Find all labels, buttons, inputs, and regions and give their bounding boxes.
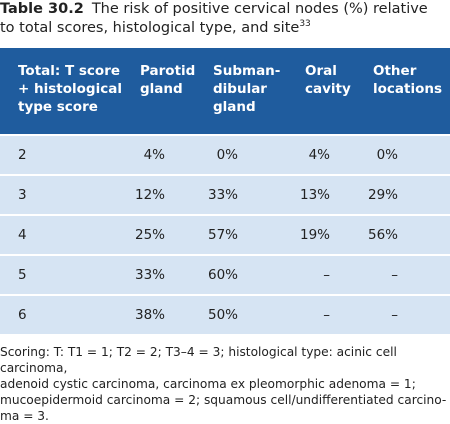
header-text: gland [140, 81, 183, 97]
table-cell: 33% [207, 187, 238, 203]
footnote-line: ma = 3. [0, 409, 49, 423]
footnote: Scoring: T: T1 = 1; T2 = 2; T3–4 = 3; hi… [0, 344, 450, 424]
table-cell: 33% [134, 267, 165, 283]
table-cell: 4% [308, 147, 330, 163]
table-cell: 4% [143, 147, 165, 163]
reference: 33 [299, 19, 311, 30]
table-cell: 12% [134, 187, 165, 203]
header-text: + histological [18, 81, 122, 97]
table-cell: 0% [376, 147, 398, 163]
header-row: Total: T score + histological type score Pa… [0, 48, 450, 134]
footnote-line: adenoid cystic carcinoma, carcinoma ex p… [0, 377, 416, 391]
table-row: 3 12% 33% 13% 29% [0, 176, 450, 214]
header-text: gland [213, 99, 256, 115]
table-cell: 60% [207, 267, 238, 283]
header-text: Other [373, 63, 417, 79]
header-text: locations [373, 81, 443, 97]
table-cell: – [391, 307, 398, 323]
header-text: Subman- [213, 63, 281, 79]
table-cell: 2 [18, 147, 27, 163]
header-cell: Parotid gland [140, 62, 195, 98]
table-row: 2 4% 0% 4% 0% [0, 136, 450, 174]
table-row: 4 25% 57% 19% 56% [0, 216, 450, 254]
header-cell: Oral cavity [305, 62, 351, 98]
table-cell: – [391, 267, 398, 283]
table-cell: 56% [367, 227, 398, 243]
table-cell: 0% [216, 147, 238, 163]
header-cell: Other locations [373, 62, 442, 98]
header-cell: Subman-dibular gland [213, 62, 280, 116]
table-label: Table 30.2 [0, 1, 84, 17]
caption-text: The risk of positive cervical nodes (%) … [0, 1, 428, 36]
table-row: 6 38% 50% – – [0, 296, 450, 334]
header-text: Parotid [140, 63, 196, 79]
table: Total: T score + histological type score Pa… [0, 48, 450, 334]
header-text: type score [18, 99, 98, 115]
table-cell: 29% [367, 187, 398, 203]
header-text: Oral [305, 63, 337, 79]
table-caption: Table 30.2 The risk of positive cervical … [0, 0, 446, 38]
header-cell: Total: T score + histological type score [18, 62, 122, 116]
table-cell: 13% [299, 187, 330, 203]
table-cell: 6 [18, 307, 27, 323]
table-cell: 25% [134, 227, 165, 243]
header-text: Total: T score [18, 63, 121, 79]
table-cell: 5 [18, 267, 27, 283]
table-cell: 50% [207, 307, 238, 323]
table-row: 5 33% 60% – – [0, 256, 450, 294]
footnote-line: mucoepidermoid carcinoma = 2; squamous c… [0, 393, 447, 407]
table-cell: 19% [299, 227, 330, 243]
table-cell: 3 [18, 187, 27, 203]
header-text: dibular [213, 81, 267, 97]
table-cell: 57% [207, 227, 238, 243]
table-cell: 4 [18, 227, 27, 243]
table-cell: – [323, 267, 330, 283]
table-cell: 38% [134, 307, 165, 323]
table-cell: – [323, 307, 330, 323]
footnote-line: Scoring: T: T1 = 1; T2 = 2; T3–4 = 3; hi… [0, 345, 397, 375]
header-text: cavity [305, 81, 351, 97]
